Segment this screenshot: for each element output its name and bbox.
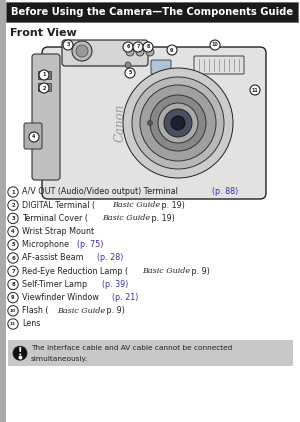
Circle shape bbox=[167, 45, 177, 55]
Text: Before Using the Camera—The Components Guide: Before Using the Camera—The Components G… bbox=[11, 7, 293, 17]
Text: 7: 7 bbox=[11, 269, 15, 274]
Circle shape bbox=[250, 85, 260, 95]
FancyBboxPatch shape bbox=[194, 56, 244, 74]
Circle shape bbox=[136, 48, 144, 56]
Circle shape bbox=[158, 103, 198, 143]
Text: Basic Guide: Basic Guide bbox=[112, 201, 160, 209]
Circle shape bbox=[164, 109, 192, 137]
Text: p. 19): p. 19) bbox=[159, 201, 184, 210]
Text: 3: 3 bbox=[11, 216, 15, 221]
Circle shape bbox=[123, 42, 133, 52]
Circle shape bbox=[13, 346, 27, 360]
Text: AF-assist Beam: AF-assist Beam bbox=[22, 254, 86, 262]
Text: 10: 10 bbox=[212, 43, 218, 48]
FancyBboxPatch shape bbox=[24, 123, 42, 149]
Circle shape bbox=[140, 85, 216, 161]
Circle shape bbox=[39, 83, 49, 93]
Circle shape bbox=[63, 40, 73, 50]
FancyBboxPatch shape bbox=[8, 340, 293, 366]
Circle shape bbox=[123, 68, 233, 178]
Text: Basic Guide: Basic Guide bbox=[57, 307, 105, 315]
FancyBboxPatch shape bbox=[38, 70, 50, 78]
FancyBboxPatch shape bbox=[38, 82, 50, 90]
Text: simultaneously.: simultaneously. bbox=[31, 356, 88, 362]
FancyBboxPatch shape bbox=[62, 40, 148, 66]
Circle shape bbox=[146, 48, 154, 56]
Circle shape bbox=[29, 132, 39, 142]
Text: Terminal Cover (: Terminal Cover ( bbox=[22, 214, 88, 223]
Circle shape bbox=[72, 41, 92, 61]
Text: 7: 7 bbox=[136, 44, 140, 49]
Text: A/V OUT (Audio/Video output) Terminal: A/V OUT (Audio/Video output) Terminal bbox=[22, 187, 180, 197]
Text: (p. 88): (p. 88) bbox=[212, 187, 238, 197]
Text: Flash (: Flash ( bbox=[22, 306, 48, 315]
Text: Self-Timer Lamp: Self-Timer Lamp bbox=[22, 280, 90, 289]
Text: !: ! bbox=[18, 347, 22, 357]
Text: DIGITAL Terminal (: DIGITAL Terminal ( bbox=[22, 201, 95, 210]
Text: p. 9): p. 9) bbox=[189, 267, 209, 276]
Text: 10: 10 bbox=[10, 309, 16, 313]
Text: Viewfinder Window: Viewfinder Window bbox=[22, 293, 101, 302]
Circle shape bbox=[133, 42, 143, 52]
Text: p. 9): p. 9) bbox=[104, 306, 124, 315]
FancyBboxPatch shape bbox=[151, 60, 171, 74]
Circle shape bbox=[150, 95, 206, 151]
Text: 1: 1 bbox=[42, 73, 46, 78]
Text: 8: 8 bbox=[11, 282, 15, 287]
Circle shape bbox=[210, 40, 220, 50]
Text: Basic Guide: Basic Guide bbox=[142, 267, 190, 275]
Text: (p. 28): (p. 28) bbox=[97, 254, 123, 262]
FancyBboxPatch shape bbox=[42, 47, 266, 199]
Text: p. 19): p. 19) bbox=[148, 214, 175, 223]
Circle shape bbox=[132, 77, 224, 169]
Text: Lens: Lens bbox=[22, 319, 40, 328]
Text: 11: 11 bbox=[252, 87, 258, 92]
Text: Red-Eye Reduction Lamp (: Red-Eye Reduction Lamp ( bbox=[22, 267, 128, 276]
Text: (p. 21): (p. 21) bbox=[112, 293, 138, 302]
Text: 9: 9 bbox=[170, 48, 174, 52]
Text: Microphone: Microphone bbox=[22, 240, 71, 249]
Text: (p. 39): (p. 39) bbox=[102, 280, 128, 289]
Text: 11: 11 bbox=[10, 322, 16, 326]
Text: 6: 6 bbox=[126, 44, 130, 49]
Text: Front View: Front View bbox=[10, 28, 77, 38]
Circle shape bbox=[171, 116, 185, 130]
Text: The interface cable and AV cable cannot be connected: The interface cable and AV cable cannot … bbox=[31, 345, 232, 351]
Circle shape bbox=[143, 42, 153, 52]
Text: (p. 75): (p. 75) bbox=[77, 240, 103, 249]
Text: Basic Guide: Basic Guide bbox=[102, 214, 150, 222]
Text: 6: 6 bbox=[11, 255, 15, 260]
Text: 9: 9 bbox=[11, 295, 15, 300]
FancyBboxPatch shape bbox=[0, 0, 6, 422]
Text: 5: 5 bbox=[11, 242, 15, 247]
Circle shape bbox=[76, 45, 88, 57]
Text: Wrist Strap Mount: Wrist Strap Mount bbox=[22, 227, 94, 236]
Circle shape bbox=[125, 62, 131, 68]
Text: 2: 2 bbox=[42, 86, 46, 90]
Circle shape bbox=[126, 48, 134, 56]
FancyBboxPatch shape bbox=[32, 54, 60, 180]
Circle shape bbox=[125, 68, 135, 78]
Text: 1: 1 bbox=[11, 189, 15, 195]
Text: 3: 3 bbox=[66, 43, 70, 48]
Text: 2: 2 bbox=[11, 203, 15, 208]
Circle shape bbox=[39, 70, 49, 80]
Text: 4: 4 bbox=[32, 135, 36, 140]
Text: 4: 4 bbox=[11, 229, 15, 234]
Text: Canon: Canon bbox=[113, 104, 127, 142]
FancyBboxPatch shape bbox=[6, 2, 298, 22]
Text: 5: 5 bbox=[128, 70, 132, 76]
Circle shape bbox=[148, 121, 152, 125]
Text: 8: 8 bbox=[146, 44, 150, 49]
